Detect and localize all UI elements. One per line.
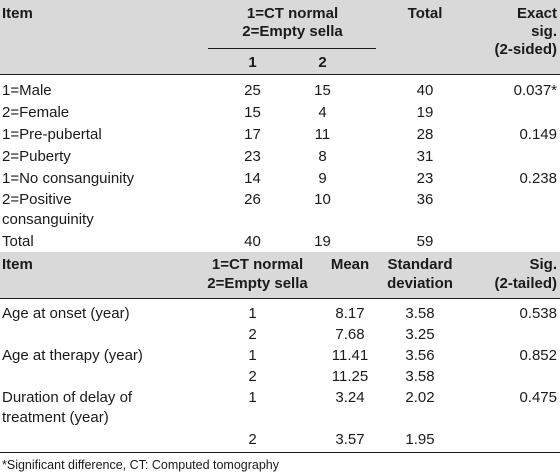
t1-v2: 19 bbox=[314, 233, 331, 250]
t2-sig: 0.475 bbox=[519, 389, 557, 406]
t1-header-group-rule bbox=[208, 48, 376, 49]
t1-item: Total bbox=[2, 233, 34, 250]
t1-total: 36 bbox=[416, 191, 434, 208]
t1-item: 1=Pre-pubertal bbox=[2, 126, 102, 143]
t2-header-sig-line1: Sig. bbox=[529, 256, 557, 273]
t2-sd: 3.58 bbox=[405, 368, 435, 385]
t1-sig: 0.037* bbox=[513, 82, 557, 99]
table-bottom-rule bbox=[0, 452, 560, 453]
t1-v1: 17 bbox=[244, 126, 261, 143]
t1-v1: 40 bbox=[244, 233, 261, 250]
t2-header-sd-line1: Standard bbox=[387, 256, 453, 273]
t1-v2: 9 bbox=[318, 170, 327, 187]
t2-group: 1 bbox=[248, 305, 257, 322]
t2-sd: 2.02 bbox=[405, 389, 435, 406]
t2-group: 2 bbox=[248, 431, 257, 448]
t1-sig: 0.149 bbox=[519, 126, 557, 143]
t1-total: 23 bbox=[416, 170, 434, 187]
table1-header-band bbox=[0, 0, 560, 74]
t1-v2: 15 bbox=[314, 82, 331, 99]
t2-header-group-line2: 2=Empty sella bbox=[207, 275, 308, 292]
t1-total: 40 bbox=[416, 82, 434, 99]
table2-header-band bbox=[0, 252, 560, 298]
t2-sd: 1.95 bbox=[405, 431, 435, 448]
t2-item: Duration of delay of bbox=[2, 389, 133, 406]
t2-mean: 3.24 bbox=[335, 389, 365, 406]
t2-mean: 3.57 bbox=[335, 431, 365, 448]
t1-v2: 8 bbox=[318, 148, 327, 165]
t2-mean: 11.25 bbox=[331, 368, 369, 385]
t2-group: 1 bbox=[248, 389, 257, 406]
t1-v1: 26 bbox=[244, 191, 261, 208]
t2-header-rule bbox=[0, 298, 560, 299]
t1-header-exact-line3: (2-sided) bbox=[494, 41, 557, 58]
t1-header-group-line2: 2=Empty sella bbox=[242, 23, 343, 40]
t1-total: 28 bbox=[416, 126, 434, 143]
t2-item: treatment (year) bbox=[2, 409, 109, 426]
t1-header-exact-line1: Exact bbox=[516, 5, 557, 22]
t1-item: 1=Male bbox=[2, 82, 52, 99]
t2-mean: 11.41 bbox=[331, 347, 369, 364]
t1-header-group-line1: 1=CT normal bbox=[246, 5, 339, 22]
t2-header-group-line1: 1=CT normal bbox=[211, 256, 304, 273]
t1-total: 31 bbox=[416, 148, 434, 165]
t2-header-item: Item bbox=[2, 256, 33, 273]
t2-sig: 0.538 bbox=[519, 305, 557, 322]
t1-total: 59 bbox=[416, 233, 434, 250]
t2-group: 2 bbox=[248, 326, 257, 343]
t1-header-total: Total bbox=[407, 5, 443, 22]
t1-v1: 23 bbox=[244, 148, 261, 165]
t1-item: consanguinity bbox=[2, 211, 94, 228]
footnote: *Significant difference, CT: Computed to… bbox=[2, 458, 280, 472]
t1-v1: 15 bbox=[244, 104, 261, 121]
t2-mean: 7.68 bbox=[335, 326, 365, 343]
t1-header-col1: 1 bbox=[248, 54, 257, 71]
t2-sd: 3.56 bbox=[405, 347, 435, 364]
t2-item: Age at therapy (year) bbox=[2, 347, 143, 364]
t1-item: 2=Puberty bbox=[2, 148, 71, 165]
t1-header-rule bbox=[0, 74, 560, 75]
t1-header-exact-line2: sig. bbox=[531, 23, 557, 40]
t1-v2: 4 bbox=[318, 104, 327, 121]
t2-item: Age at onset (year) bbox=[2, 305, 130, 322]
t2-header-sig-line2: (2-tailed) bbox=[494, 275, 557, 292]
t1-total: 19 bbox=[416, 104, 434, 121]
t2-sd: 3.58 bbox=[405, 305, 435, 322]
t2-header-mean: Mean bbox=[330, 256, 370, 273]
t1-v2: 10 bbox=[314, 191, 331, 208]
t1-v2: 11 bbox=[314, 126, 331, 143]
t1-item: 2=Positive bbox=[2, 191, 72, 208]
t1-header-item: Item bbox=[2, 5, 33, 22]
t2-group: 2 bbox=[248, 368, 257, 385]
t2-group: 1 bbox=[248, 347, 257, 364]
t1-item: 2=Female bbox=[2, 104, 70, 121]
t2-sig: 0.852 bbox=[519, 347, 557, 364]
t1-header-col2: 2 bbox=[318, 54, 327, 71]
t2-mean: 8.17 bbox=[335, 305, 365, 322]
t1-v1: 25 bbox=[244, 82, 261, 99]
t1-v1: 14 bbox=[244, 170, 261, 187]
t2-header-sd-line2: deviation bbox=[387, 275, 453, 292]
t2-sd: 3.25 bbox=[405, 326, 435, 343]
t1-sig: 0.238 bbox=[519, 170, 557, 187]
t1-item: 1=No consanguinity bbox=[2, 170, 135, 187]
